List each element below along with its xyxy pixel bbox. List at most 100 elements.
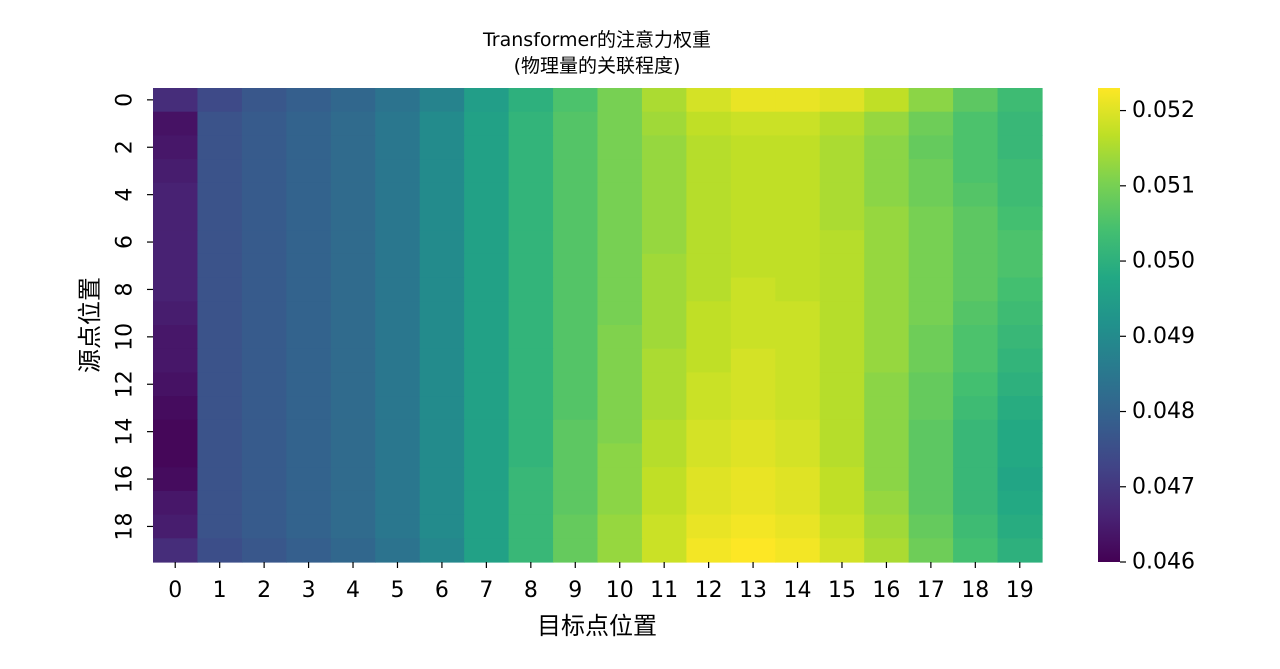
heatmap-cell	[286, 277, 332, 302]
heatmap-cell	[153, 490, 199, 516]
heatmap-cell	[730, 419, 776, 445]
heatmap-cell	[686, 538, 732, 563]
heatmap-cell	[819, 88, 865, 113]
heatmap-cell	[686, 396, 732, 421]
x-tick-label: 7	[479, 578, 493, 603]
heatmap-cell	[375, 490, 421, 516]
heatmap-cell	[375, 301, 421, 326]
x-tick-label: 5	[390, 578, 404, 603]
heatmap-cell	[641, 111, 687, 136]
heatmap-cell	[419, 135, 465, 160]
heatmap-cell	[775, 301, 821, 326]
heatmap-cell	[775, 135, 821, 160]
heatmap-cell	[241, 182, 287, 208]
heatmap-cell	[908, 538, 954, 563]
heatmap-cell	[241, 325, 287, 350]
heatmap-cell	[908, 419, 954, 445]
heatmap-cell	[730, 159, 776, 184]
heatmap-cell	[819, 277, 865, 302]
heatmap-cell	[153, 159, 199, 184]
colorbar-tick-label: 0.051	[1132, 173, 1195, 198]
heatmap-cell	[908, 325, 954, 350]
chart-title: Transformer的注意力权重	[482, 29, 711, 51]
heatmap-cell	[241, 419, 287, 445]
heatmap-cell	[953, 443, 999, 468]
heatmap-cell	[419, 301, 465, 326]
heatmap-cell	[286, 182, 332, 208]
heatmap-cell	[908, 348, 954, 373]
heatmap-cell	[286, 301, 332, 326]
heatmap-cell	[375, 348, 421, 373]
heatmap-cell	[197, 88, 243, 113]
heatmap-cell	[997, 348, 1043, 373]
heatmap-cell	[153, 514, 199, 539]
y-tick-label: 8	[113, 282, 138, 296]
heatmap-cell	[597, 230, 643, 255]
heatmap-cell	[508, 206, 554, 231]
heatmap-cell	[419, 325, 465, 350]
heatmap-cell	[730, 443, 776, 468]
heatmap-cell	[908, 467, 954, 492]
heatmap-cell	[686, 490, 732, 516]
heatmap-cell	[375, 443, 421, 468]
heatmap-cell	[953, 396, 999, 421]
heatmap-cell	[908, 443, 954, 468]
heatmap-cell	[419, 253, 465, 279]
heatmap-cell	[419, 372, 465, 397]
heatmap-cell	[864, 206, 910, 231]
heatmap-cell	[153, 443, 199, 468]
heatmap-cell	[730, 206, 776, 231]
heatmap-cell	[330, 396, 376, 421]
heatmap-cell	[330, 111, 376, 136]
heatmap-cell	[864, 159, 910, 184]
heatmap-cell	[464, 443, 510, 468]
x-tick-label: 8	[524, 578, 538, 603]
colorbar	[1098, 88, 1120, 562]
heatmap-cell	[330, 135, 376, 160]
heatmap-cell	[686, 419, 732, 445]
heatmap-cell	[330, 88, 376, 113]
heatmap-cell	[864, 538, 910, 563]
heatmap-cell	[775, 514, 821, 539]
heatmap-cells	[153, 88, 1043, 563]
heatmap-cell	[508, 419, 554, 445]
x-tick-label: 0	[168, 578, 182, 603]
heatmap-cell	[953, 372, 999, 397]
heatmap-cell	[464, 372, 510, 397]
heatmap-cell	[286, 396, 332, 421]
heatmap-cell	[508, 396, 554, 421]
heatmap-cell	[597, 301, 643, 326]
heatmap-cell	[908, 253, 954, 279]
heatmap-cell	[153, 372, 199, 397]
y-axis-label: 源点位置	[76, 277, 104, 373]
heatmap-cell	[641, 325, 687, 350]
heatmap-cell	[819, 111, 865, 136]
heatmap-cell	[553, 538, 599, 563]
heatmap-cell	[864, 182, 910, 208]
heatmap-cell	[730, 182, 776, 208]
heatmap-cell	[464, 182, 510, 208]
heatmap-cell	[641, 88, 687, 113]
heatmap-cell	[286, 348, 332, 373]
heatmap-cell	[286, 490, 332, 516]
heatmap-cell	[464, 135, 510, 160]
heatmap-cell	[953, 490, 999, 516]
heatmap-cell	[730, 301, 776, 326]
heatmap-cell	[464, 159, 510, 184]
heatmap-cell	[153, 277, 199, 302]
heatmap-cell	[864, 443, 910, 468]
heatmap-cell	[286, 253, 332, 279]
heatmap-cell	[464, 206, 510, 231]
heatmap-cell	[819, 372, 865, 397]
heatmap-cell	[553, 182, 599, 208]
heatmap-cell	[775, 443, 821, 468]
heatmap-cell	[508, 467, 554, 492]
heatmap-cell	[153, 301, 199, 326]
y-tick-label: 6	[113, 235, 138, 249]
heatmap-cell	[775, 490, 821, 516]
heatmap-cell	[819, 514, 865, 539]
heatmap-cell	[730, 348, 776, 373]
heatmap-cell	[197, 443, 243, 468]
heatmap-cell	[197, 514, 243, 539]
heatmap-cell	[953, 514, 999, 539]
